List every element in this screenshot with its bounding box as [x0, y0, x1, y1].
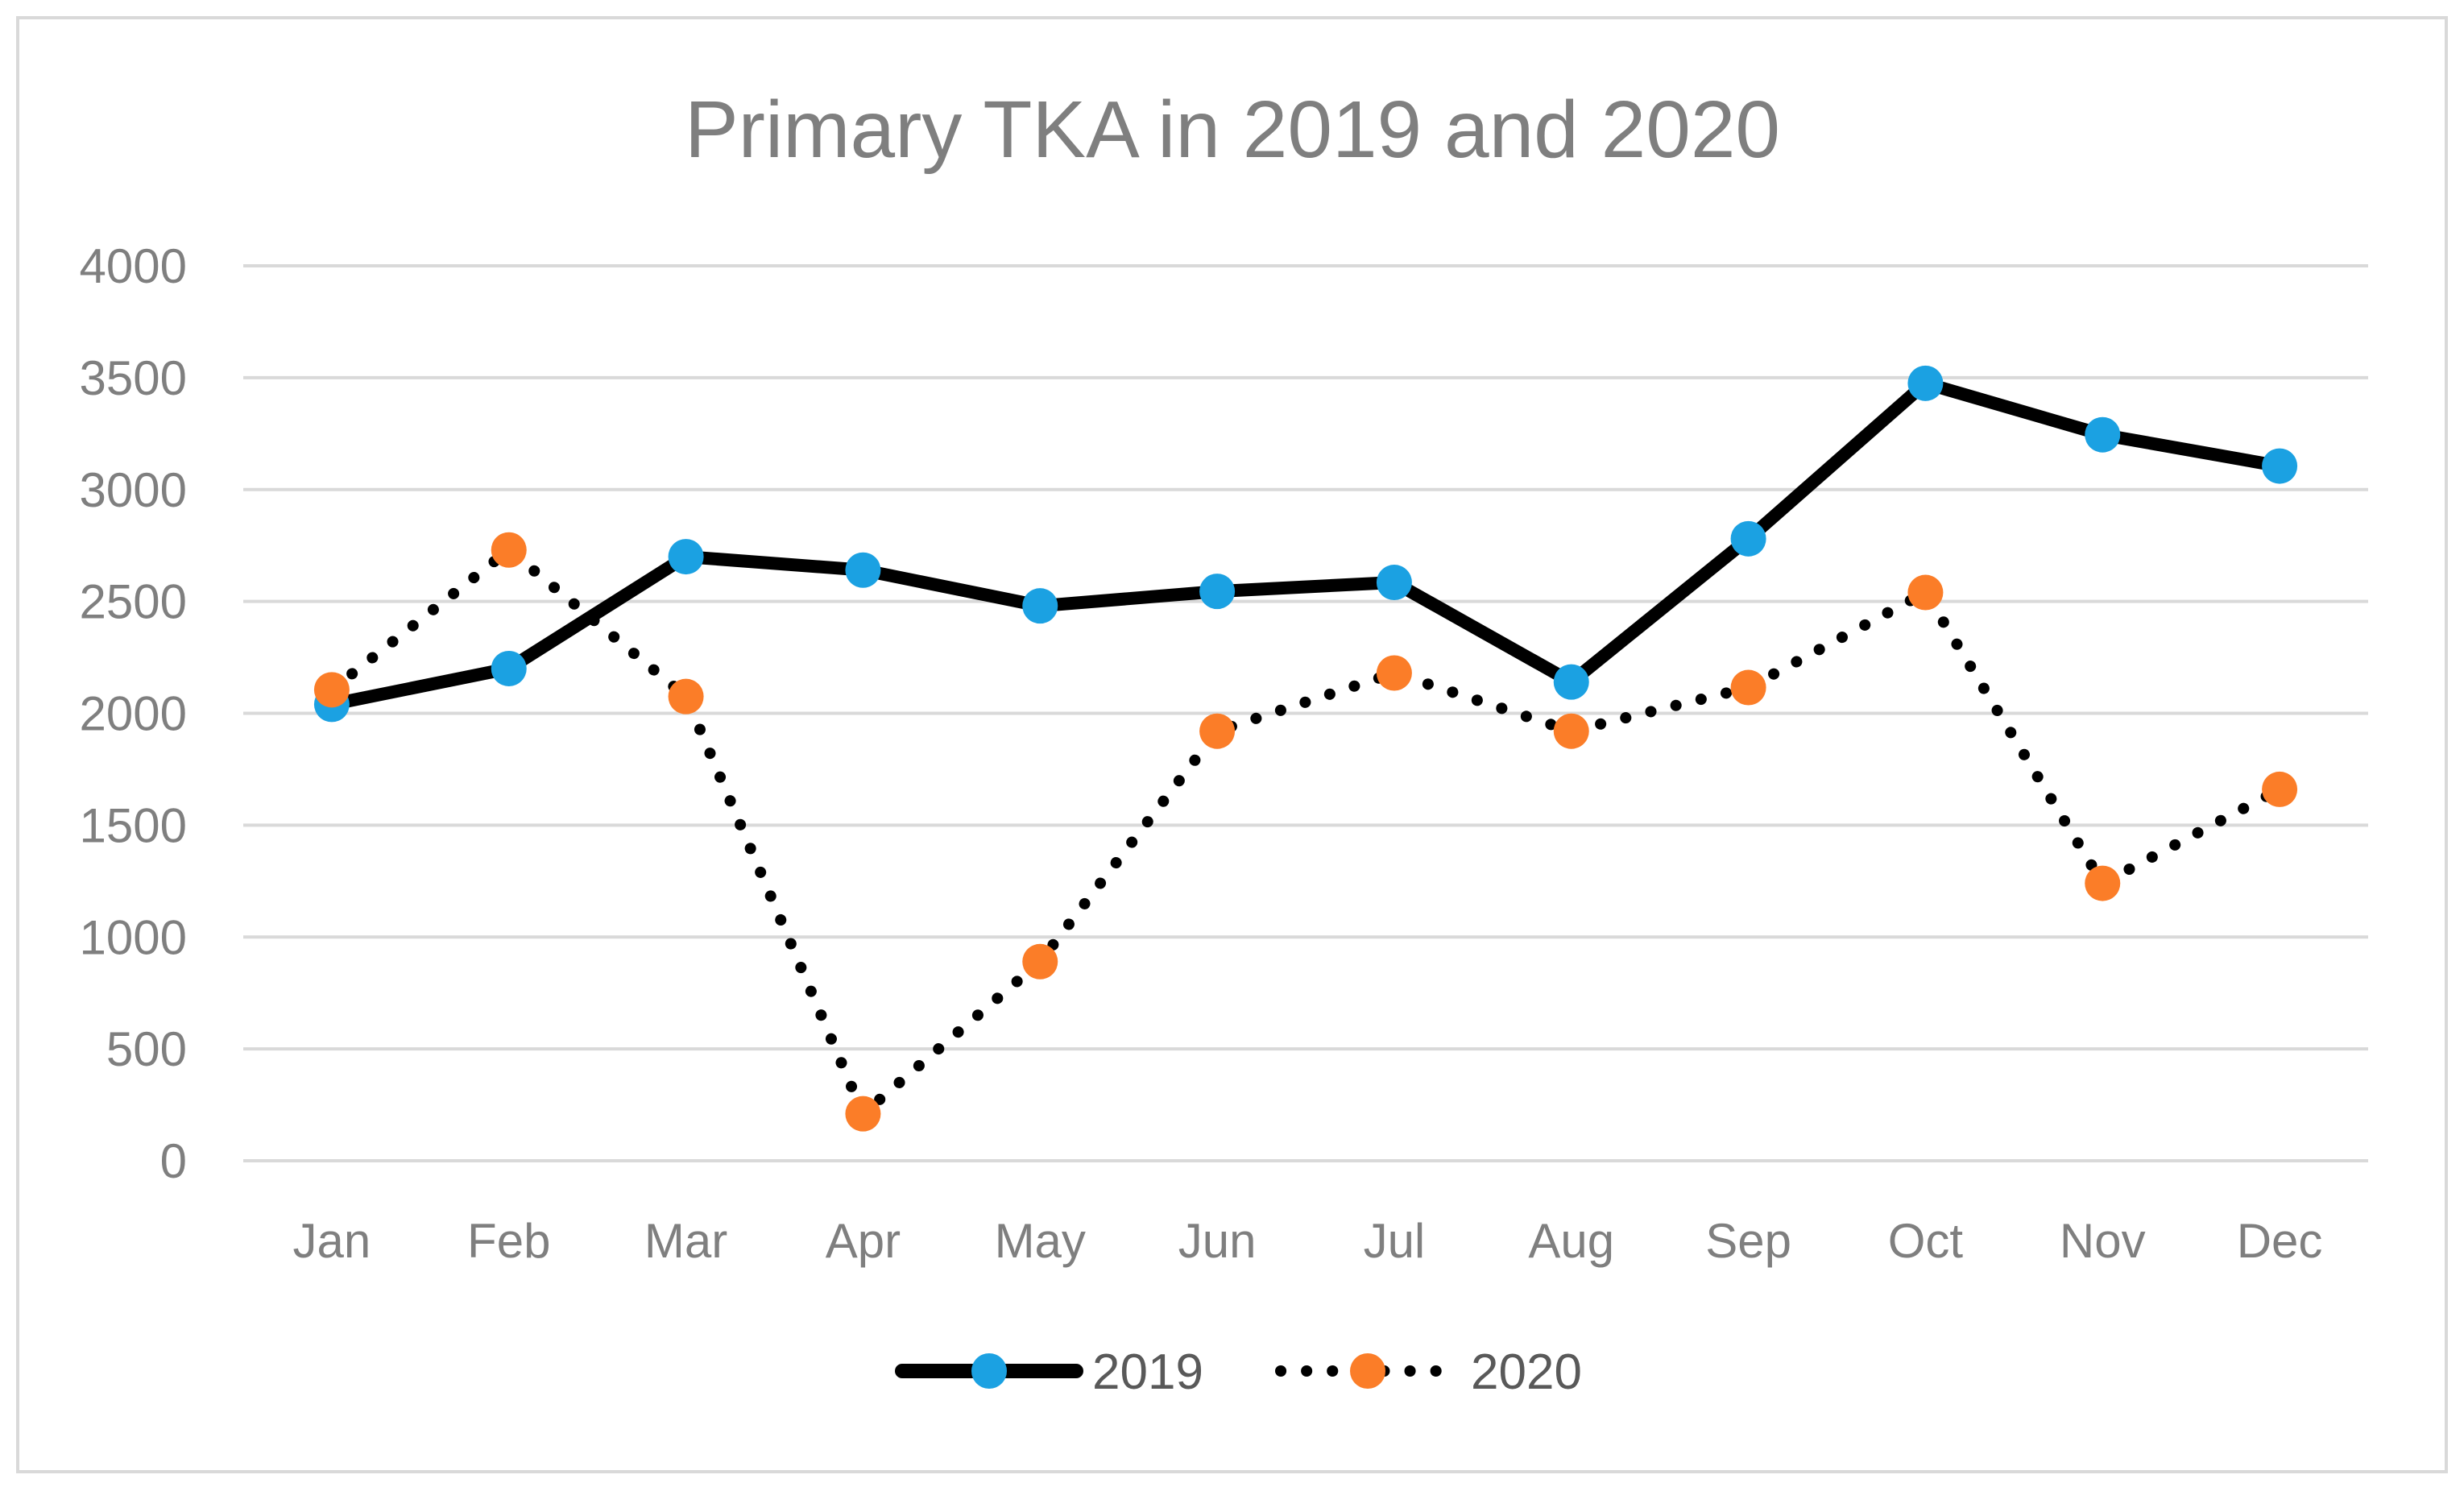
legend[interactable]: 2019 2020: [895, 1344, 1582, 1400]
data-point-2020-Aug[interactable]: [1553, 713, 1589, 749]
legend-marker-2019: [971, 1353, 1007, 1389]
data-point-2020-Oct[interactable]: [1907, 574, 1944, 611]
data-point-2020-Jan[interactable]: [313, 672, 350, 708]
x-tick-label: Jul: [1364, 1214, 1426, 1268]
y-tick-label: 0: [160, 1134, 187, 1188]
data-point-2019-Apr[interactable]: [845, 552, 881, 588]
x-tick-label: Mar: [644, 1214, 727, 1268]
series-markers: [313, 365, 2298, 1132]
x-tick-label: Oct: [1888, 1214, 1964, 1268]
x-tick-label: Feb: [467, 1214, 550, 1268]
data-point-2020-Dec[interactable]: [2262, 771, 2298, 807]
data-point-2019-Jun[interactable]: [1199, 574, 1236, 610]
data-point-2020-Mar[interactable]: [668, 678, 704, 715]
y-tick-label: 3500: [80, 351, 187, 405]
data-point-2019-Mar[interactable]: [668, 539, 704, 575]
series-line-2020: [325, 544, 2286, 1120]
x-tick-label: Dec: [2237, 1214, 2323, 1268]
data-point-2020-Nov[interactable]: [2085, 865, 2121, 901]
data-point-2020-May[interactable]: [1022, 943, 1058, 980]
y-tick-label: 500: [106, 1022, 187, 1076]
x-tick-label: Apr: [826, 1214, 901, 1268]
y-tick-label: 2500: [80, 575, 187, 629]
x-axis-ticks: Jan Feb Mar Apr May Jun Jul Aug Sep Oct Nov Dec: [293, 1214, 2323, 1268]
legend-label-2020: 2020: [1471, 1344, 1582, 1400]
x-tick-label: Jun: [1178, 1214, 1257, 1268]
data-point-2019-Jul[interactable]: [1376, 565, 1412, 601]
data-point-2020-Apr[interactable]: [845, 1096, 881, 1132]
data-point-2020-Sep[interactable]: [1730, 669, 1766, 706]
data-point-2019-Sep[interactable]: [1730, 520, 1766, 557]
legend-item-2019[interactable]: 2019: [895, 1344, 1203, 1400]
y-tick-label: 4000: [80, 239, 187, 293]
x-tick-label: Nov: [2060, 1214, 2146, 1268]
series-line-2019: [325, 376, 2287, 711]
x-tick-label: Aug: [1528, 1214, 1614, 1268]
series-lines: [325, 376, 2287, 1120]
data-point-2019-May[interactable]: [1022, 588, 1058, 624]
y-tick-label: 1500: [80, 798, 187, 852]
y-tick-label: 3000: [80, 463, 187, 517]
x-tick-label: Sep: [1705, 1214, 1791, 1268]
data-point-2020-Feb[interactable]: [491, 532, 527, 568]
chart-border: [16, 16, 2448, 1473]
legend-label-2019: 2019: [1092, 1344, 1203, 1400]
gridlines: [243, 264, 2368, 1162]
data-point-2019-Aug[interactable]: [1553, 664, 1589, 700]
x-tick-label: Jan: [293, 1214, 371, 1268]
y-tick-label: 1000: [80, 910, 187, 964]
data-point-2019-Feb[interactable]: [491, 650, 527, 686]
x-tick-label: May: [995, 1214, 1086, 1268]
y-tick-label: 2000: [80, 687, 187, 741]
y-axis-ticks: 0 500 1000 1500 2000 2500 3000 3500 4000: [80, 239, 187, 1188]
data-point-2019-Oct[interactable]: [1907, 365, 1944, 401]
data-point-2019-Dec[interactable]: [2262, 448, 2298, 484]
legend-marker-2020: [1350, 1353, 1385, 1389]
data-point-2020-Jul[interactable]: [1376, 655, 1412, 691]
data-point-2019-Nov[interactable]: [2085, 416, 2121, 453]
legend-item-2020[interactable]: 2020: [1275, 1344, 1582, 1400]
series-layer: [313, 365, 2298, 1132]
data-point-2020-Jun[interactable]: [1199, 713, 1236, 749]
chart-title: Primary TKA in 2019 and 2020: [685, 85, 1780, 175]
